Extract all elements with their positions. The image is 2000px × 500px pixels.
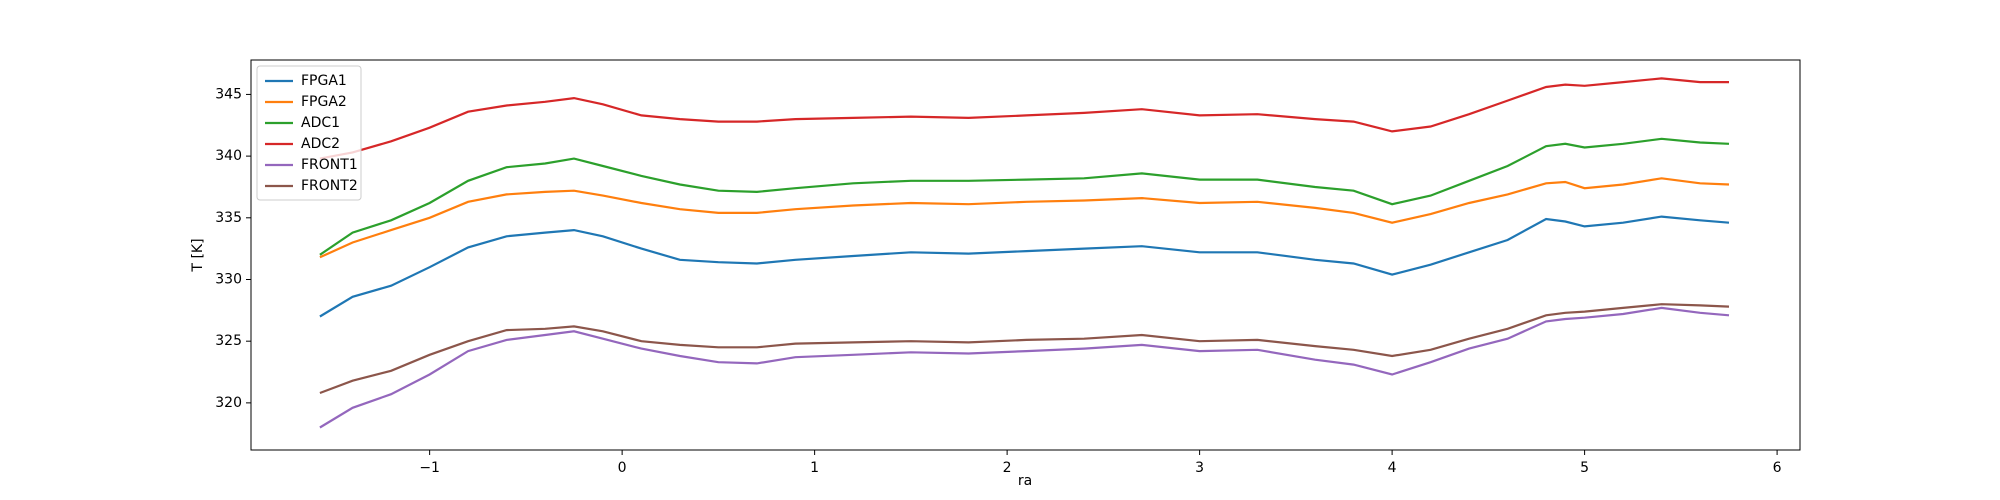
x-tick-label: 5 xyxy=(1580,460,1589,476)
x-tick-label: 0 xyxy=(618,460,627,476)
y-tick-label: 330 xyxy=(215,271,242,287)
legend-label: FPGA1 xyxy=(301,73,347,89)
legend-label: FRONT1 xyxy=(301,157,358,173)
y-tick-label: 340 xyxy=(215,148,242,164)
series-line xyxy=(319,215,1730,318)
x-axis-label: ra xyxy=(1018,473,1032,489)
x-tick-label: 2 xyxy=(1003,460,1012,476)
legend-label: ADC1 xyxy=(301,115,340,131)
series-line xyxy=(319,77,1729,160)
y-tick-label: 335 xyxy=(215,210,242,226)
x-tick-label: 6 xyxy=(1773,460,1782,476)
series-line xyxy=(319,303,1730,395)
x-tick-label: −1 xyxy=(419,460,440,476)
x-tick-label: 3 xyxy=(1195,460,1204,476)
y-tick-label: 345 xyxy=(215,86,242,102)
series-line xyxy=(319,177,1730,259)
y-tick-label: 325 xyxy=(215,333,242,349)
x-tick-label: 4 xyxy=(1388,460,1397,476)
legend-label: FRONT2 xyxy=(301,178,358,194)
plot-frame xyxy=(250,59,1801,451)
y-axis-label: T [K] xyxy=(190,238,206,272)
y-tick-label: 320 xyxy=(215,395,242,411)
legend-label: FPGA2 xyxy=(301,94,347,110)
legend-label: ADC2 xyxy=(301,136,340,152)
series-line xyxy=(319,306,1730,429)
x-tick-label: 1 xyxy=(810,460,819,476)
series-line xyxy=(319,137,1730,256)
legend-box xyxy=(256,65,362,201)
